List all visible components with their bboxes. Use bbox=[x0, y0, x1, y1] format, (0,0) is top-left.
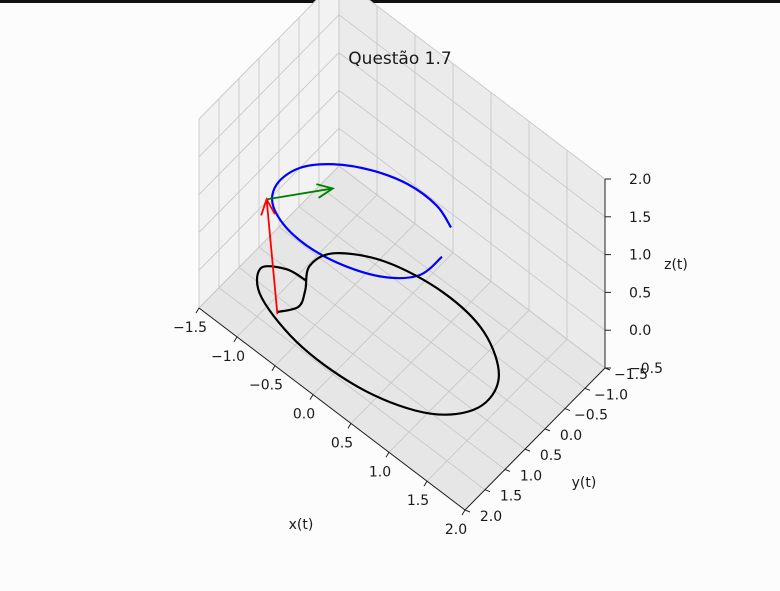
x-tick-label: 1.0 bbox=[369, 464, 391, 480]
x-tick-label: −1.5 bbox=[173, 320, 207, 336]
x-tick bbox=[423, 480, 428, 487]
axis-lines bbox=[195, 178, 611, 516]
pane-left bbox=[199, 0, 339, 308]
grid-line-z bbox=[198, 89, 606, 293]
y-tick-label: 0.0 bbox=[560, 428, 582, 444]
y-tick-label: 1.0 bbox=[520, 468, 542, 484]
tick-labels: −1.5−1.0−0.50.00.51.01.52.0−1.5−1.0−0.50… bbox=[173, 172, 663, 538]
x-tick-label: −1.0 bbox=[211, 349, 245, 365]
grid-line-z bbox=[198, 52, 606, 255]
y-tick bbox=[524, 448, 531, 452]
x-tick bbox=[385, 452, 390, 458]
y-tick bbox=[484, 489, 491, 493]
x-tick-label: 2.0 bbox=[445, 522, 467, 538]
y-tick bbox=[544, 428, 551, 432]
x-tick-label: −0.5 bbox=[249, 378, 283, 394]
window-top-border bbox=[0, 0, 780, 3]
y-tick-label: −1.0 bbox=[594, 387, 628, 403]
y-tick bbox=[464, 509, 471, 513]
y-tick-label: 2.0 bbox=[480, 509, 502, 525]
x-axis-label: x(t) bbox=[289, 517, 314, 533]
z-tick-label: 0.0 bbox=[629, 323, 651, 339]
z-tick-label: 0.5 bbox=[629, 285, 651, 301]
vector-arrow-3 bbox=[265, 199, 279, 315]
x-axis-line bbox=[198, 307, 466, 511]
x-tick bbox=[347, 423, 352, 429]
y-axis-line bbox=[464, 367, 606, 511]
x-tick bbox=[461, 509, 466, 516]
grid-line-z bbox=[198, 0, 606, 180]
y-tick bbox=[584, 387, 591, 391]
x-tick-label: 1.5 bbox=[407, 493, 429, 509]
x-tick bbox=[233, 336, 238, 343]
chart-title: Questão 1.7 bbox=[348, 49, 451, 69]
vector-arrowhead-2 bbox=[316, 183, 335, 199]
vector-arrow-2 bbox=[266, 187, 333, 201]
y-tick-label: 0.5 bbox=[540, 448, 562, 464]
grid-line-z bbox=[198, 165, 606, 369]
z-tick-label: 1.5 bbox=[629, 210, 651, 226]
y-tick bbox=[564, 408, 571, 412]
series-curve-1 bbox=[255, 252, 500, 416]
y-axis-label: y(t) bbox=[572, 475, 597, 491]
curves bbox=[255, 163, 500, 416]
x-tick-label: 0.5 bbox=[331, 435, 353, 451]
z-axis-label: z(t) bbox=[664, 257, 688, 273]
y-tick-label: −1.5 bbox=[614, 367, 648, 383]
y-tick-label: 1.5 bbox=[500, 489, 522, 505]
z-tick-label: 1.0 bbox=[629, 248, 651, 264]
y-tick-label: −0.5 bbox=[574, 408, 608, 424]
series-curve-0 bbox=[271, 163, 452, 280]
x-tick bbox=[271, 365, 276, 371]
y-tick bbox=[504, 468, 511, 472]
z-tick-label: 2.0 bbox=[629, 172, 651, 188]
pane-back bbox=[339, 0, 605, 368]
x-tick bbox=[309, 394, 314, 400]
x-tick bbox=[195, 307, 200, 314]
x-tick-label: 0.0 bbox=[293, 407, 315, 423]
vector-arrowhead-3 bbox=[260, 197, 276, 216]
pane-floor bbox=[199, 166, 605, 510]
axes-panes bbox=[199, 0, 605, 510]
grid-line-z bbox=[198, 127, 606, 331]
grid-line-z bbox=[198, 14, 606, 218]
z-tick-label: −0.5 bbox=[629, 361, 663, 377]
